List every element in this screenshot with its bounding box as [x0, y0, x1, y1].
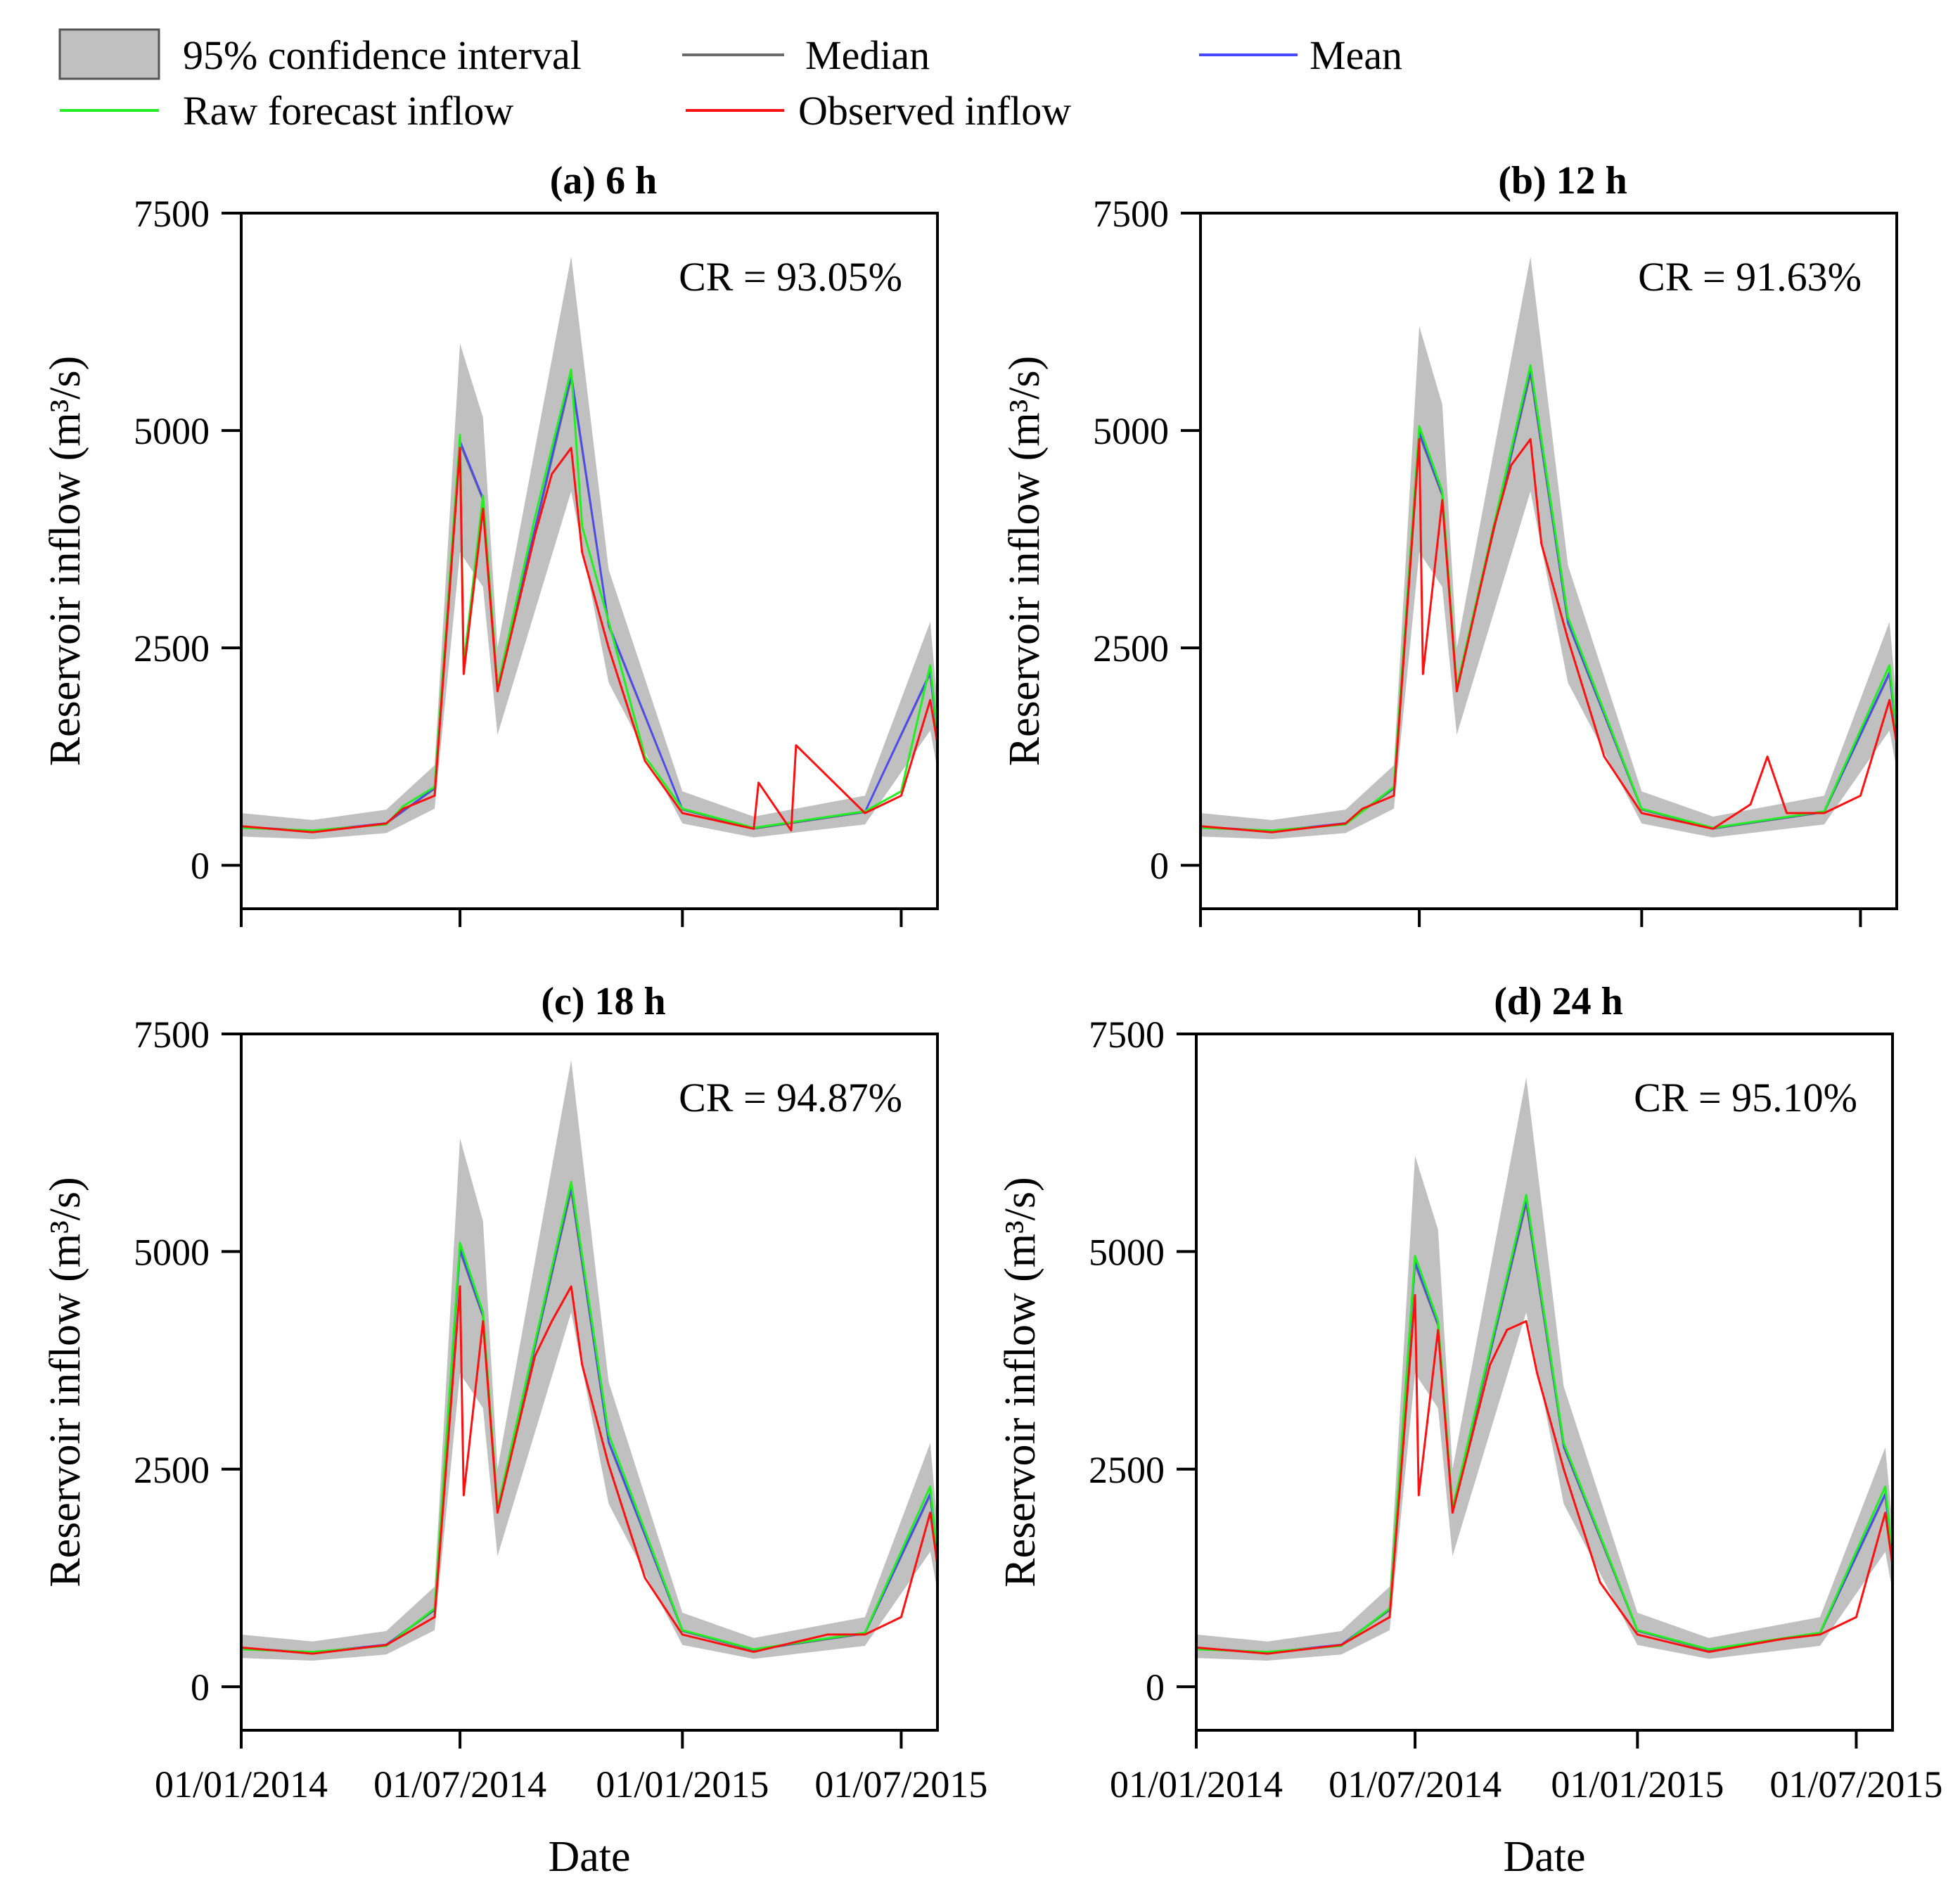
y-tick-label: 5000 [1089, 1231, 1165, 1273]
confidence-band [241, 1060, 937, 1661]
confidence-band [1196, 1077, 1893, 1661]
y-axis-title: Reservoir inflow (m³/s) [41, 356, 89, 766]
panel-title: (b) 12 h [1498, 159, 1627, 203]
y-axis-title: Reservoir inflow (m³/s) [997, 1177, 1044, 1587]
plot-area [1196, 1077, 1893, 1661]
plot-frame [1199, 212, 1898, 910]
x-tick-label: 01/01/2015 [1551, 1763, 1724, 1806]
y-tick-label: 2500 [1089, 1449, 1165, 1491]
observed-line [241, 1285, 937, 1655]
panel-title: (d) 24 h [1494, 980, 1623, 1023]
panel-a: 0 2500 5000 7500 (a) 6 h CR = 93.05% Reservoir… [41, 159, 939, 927]
plot-area [1200, 256, 1897, 840]
y-tick-label: 2500 [1093, 627, 1169, 670]
x-tick-label: 01/07/2015 [1769, 1763, 1942, 1806]
y-tick-label: 2500 [134, 1449, 210, 1491]
y-tick-label: 7500 [134, 1014, 210, 1056]
y-axis-title: Reservoir inflow (m³/s) [41, 1177, 89, 1587]
y-tick-label: 0 [1150, 845, 1169, 887]
x-axis-title: Date [1503, 1833, 1585, 1881]
plot-frame [240, 1033, 939, 1732]
observed-line [241, 447, 937, 833]
y-tick-label: 5000 [134, 1231, 210, 1273]
panel-c: 0 2500 5000 7500 01/01/2014 01/07/2014 01/01/2… [41, 980, 987, 1881]
cr-annotation: CR = 93.05% [679, 254, 902, 300]
y-tick-label: 0 [1146, 1666, 1165, 1708]
x-tick-label: 01/01/2014 [155, 1763, 328, 1806]
legend-raw-label: Raw forecast inflow [183, 88, 513, 134]
confidence-band [241, 256, 937, 840]
plot-frame [240, 212, 939, 910]
cr-annotation: CR = 94.87% [679, 1075, 902, 1120]
raw-forecast-line [241, 369, 937, 832]
y-tick-label: 7500 [134, 193, 210, 235]
cr-annotation: CR = 91.63% [1638, 254, 1862, 300]
y-tick-label: 5000 [134, 410, 210, 452]
x-tick-label: 01/07/2014 [373, 1763, 546, 1806]
plot-frame [1195, 1033, 1894, 1732]
legend-ci-label: 95% confidence interval [183, 32, 582, 78]
y-tick-label: 5000 [1093, 410, 1169, 452]
panel-b: 0 2500 5000 7500 (b) 12 h CR = 91.63% Reservoi… [1001, 159, 1898, 927]
x-tick-label: 01/01/2015 [596, 1763, 769, 1806]
x-tick-label: 01/01/2014 [1110, 1763, 1283, 1806]
y-tick-label: 0 [191, 1666, 210, 1708]
observed-line [1196, 1293, 1893, 1655]
panel-title: (a) 6 h [550, 159, 657, 203]
y-tick-label: 7500 [1089, 1014, 1165, 1056]
legend-median-label: Median [805, 32, 930, 78]
x-tick-label: 01/07/2015 [814, 1763, 987, 1806]
plot-area [241, 1060, 937, 1661]
y-tick-label: 0 [191, 845, 210, 887]
y-axis-title: Reservoir inflow (m³/s) [1001, 356, 1049, 766]
legend: 95% confidence interval Median Mean Raw … [58, 28, 1402, 134]
y-tick-label: 7500 [1093, 193, 1169, 235]
x-axis-title: Date [548, 1833, 630, 1881]
x-tick-label: 01/07/2014 [1328, 1763, 1501, 1806]
legend-observed-label: Observed inflow [798, 88, 1071, 134]
confidence-band [1200, 256, 1897, 840]
panel-title: (c) 18 h [541, 980, 665, 1023]
panel-d: 0 2500 5000 7500 01/01/2014 01/07/2014 01/01/2… [997, 980, 1942, 1881]
cr-annotation: CR = 95.10% [1634, 1075, 1857, 1120]
y-tick-label: 2500 [134, 627, 210, 670]
observed-line [1200, 437, 1897, 833]
legend-ci-swatch [58, 28, 160, 80]
plot-area [241, 256, 937, 840]
legend-mean-label: Mean [1310, 32, 1402, 78]
